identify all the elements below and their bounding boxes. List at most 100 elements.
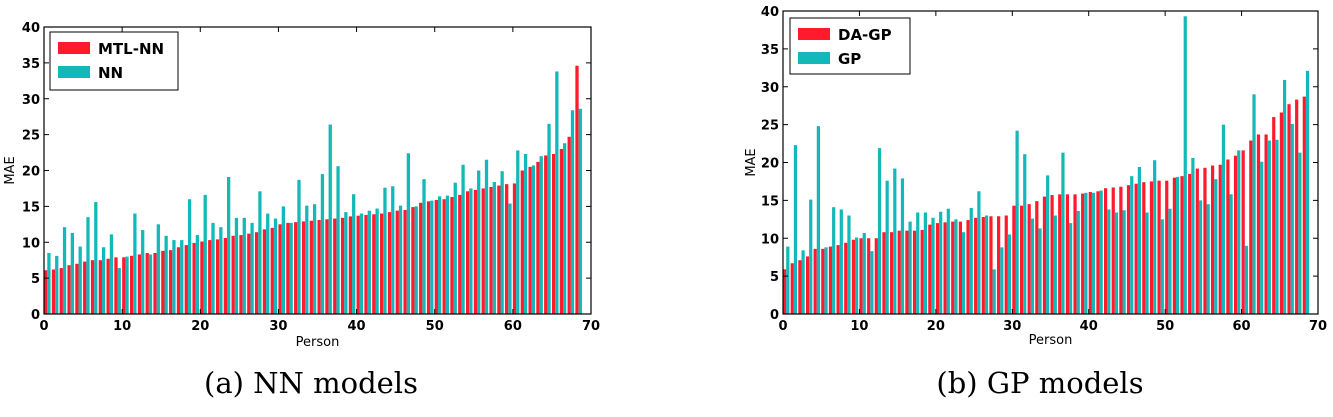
bar-da-gp-60 [1241,150,1245,314]
bar-nn-48 [422,179,426,314]
x-tick-label: 70 [582,319,600,334]
bar-mtl-nn-24 [231,235,235,314]
bar-da-gp-48 [1149,181,1154,314]
bar-nn-49 [430,200,434,314]
bar-nn-43 [383,187,387,314]
bar-mtl-nn-11 [129,255,134,314]
bar-gp-17 [916,212,920,314]
bar-mtl-nn-50 [434,199,438,314]
bar-nn-4 [78,246,82,314]
bar-mtl-nn-32 [294,222,298,314]
bar-da-gp-33 [1035,201,1039,314]
bar-da-gp-53 [1188,173,1192,314]
bar-nn-9 [117,268,121,314]
bar-mtl-nn-23 [223,237,228,314]
bar-mtl-nn-28 [262,229,267,314]
bar-gp-9 [855,237,859,314]
bar-mtl-nn-4 [75,263,79,314]
bar-da-gp-13 [882,232,886,314]
bar-da-gp-50 [1165,180,1169,314]
x-tick-label: 60 [1233,319,1251,334]
bar-mtl-nn-39 [348,216,353,314]
bar-da-gp-7 [836,245,840,314]
bar-nn-38 [344,212,348,314]
legend-label-gp: GP [838,50,861,68]
bar-nn-67 [570,110,575,314]
bar-mtl-nn-66 [559,148,564,314]
bar-nn-52 [453,182,457,314]
bar-gp-42 [1107,209,1111,314]
legend-label-da-gp: DA-GP [838,26,892,44]
bar-mtl-nn-34 [309,220,313,314]
bar-gp-48 [1153,160,1157,314]
bar-da-gp-2 [798,260,802,314]
bar-da-gp-31 [1019,205,1024,314]
bar-gp-35 [1053,215,1057,314]
bar-nn-36 [328,124,332,314]
x-tick-label: 60 [504,319,522,334]
bar-da-gp-8 [844,242,848,314]
bar-da-gp-6 [828,246,833,314]
x-tick-label: 30 [1003,319,1021,334]
bar-gp-51 [1176,176,1180,314]
bar-mtl-nn-25 [239,235,243,314]
bar-da-gp-64 [1272,117,1276,314]
bar-da-gp-51 [1172,177,1176,314]
bar-gp-12 [877,148,882,314]
bar-gp-1 [793,145,798,314]
y-tick-label: 20 [761,157,779,172]
bar-nn-55 [477,170,481,314]
x-tick-label: 50 [426,319,444,334]
bar-nn-8 [109,234,114,314]
legend: DA-GP GP [789,17,911,75]
bar-nn-0 [47,253,51,314]
bar-gp-49 [1160,219,1164,314]
bar-mtl-nn-56 [481,188,485,314]
bar-gp-28 [1000,247,1004,314]
bar-gp-61 [1252,94,1256,314]
bar-nn-26 [250,222,254,314]
bar-da-gp-61 [1249,140,1253,314]
bar-da-gp-11 [867,238,871,314]
bar-mtl-nn-17 [176,247,181,314]
bar-gp-50 [1168,208,1172,314]
legend-swatch-nn [58,66,90,78]
bar-gp-39 [1084,192,1088,314]
y-tick-label: 20 [22,165,40,180]
bar-da-gp-34 [1042,196,1047,314]
bar-mtl-nn-64 [544,155,548,314]
bar-nn-53 [461,164,465,314]
bar-da-gp-30 [1012,205,1016,314]
bar-da-gp-42 [1104,188,1108,314]
bar-mtl-nn-21 [208,240,212,314]
bar-da-gp-55 [1203,167,1207,314]
y-tick-label: 10 [761,232,779,247]
bar-nn-63 [539,156,543,314]
bar-nn-60 [516,150,520,314]
bar-da-gp-14 [890,232,894,314]
bar-mtl-nn-35 [317,220,321,314]
x-tick-label: 10 [850,319,868,334]
bar-gp-45 [1130,176,1134,314]
bar-nn-32 [297,179,301,314]
y-tick-label: 40 [761,5,779,20]
y-tick-label: 0 [31,308,40,323]
bar-mtl-nn-1 [51,269,56,314]
bar-nn-66 [563,143,567,314]
bar-mtl-nn-15 [161,250,165,314]
bar-gp-60 [1244,245,1248,314]
bar-da-gp-9 [851,239,855,314]
bar-mtl-nn-14 [153,253,157,314]
bar-gp-23 [962,232,966,314]
bar-da-gp-45 [1126,185,1131,314]
bar-nn-56 [484,159,489,314]
y-tick-label: 30 [22,93,40,108]
bar-mtl-nn-63 [536,161,540,314]
bar-mtl-nn-9 [114,257,118,314]
bar-gp-0 [786,246,790,314]
bar-gp-57 [1221,124,1226,315]
bar-mtl-nn-27 [254,232,259,314]
bar-nn-29 [273,218,278,314]
bar-nn-5 [86,217,90,314]
